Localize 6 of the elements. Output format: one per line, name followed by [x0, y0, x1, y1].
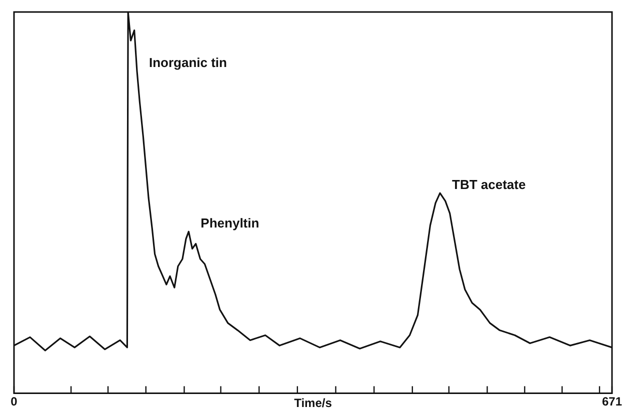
x-axis-title: Time/s — [294, 396, 332, 410]
annotation: TBT acetate — [452, 177, 526, 192]
x-tick-label: 671 — [602, 394, 622, 409]
annotation: Inorganic tin — [148, 55, 228, 70]
annotation: Phenyltin — [200, 216, 260, 231]
x-tick-label: 0 — [10, 394, 18, 409]
